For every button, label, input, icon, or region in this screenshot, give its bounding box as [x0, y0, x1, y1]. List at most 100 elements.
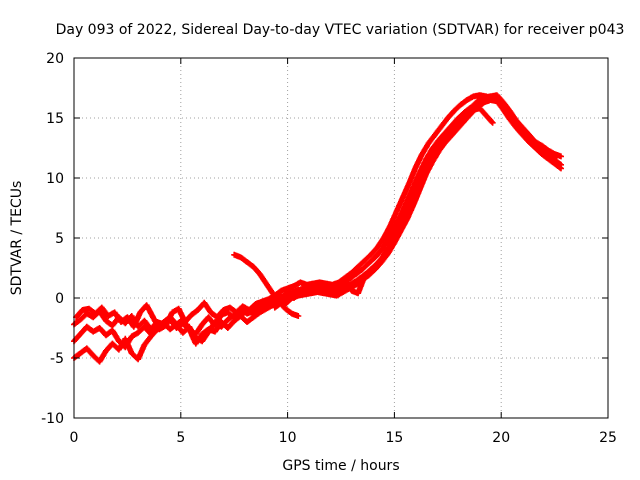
data-point	[367, 245, 380, 258]
data-series-a	[71, 92, 565, 337]
data-point	[476, 105, 489, 118]
data-point	[122, 335, 134, 355]
data-point	[361, 252, 373, 264]
data-point	[291, 290, 303, 301]
data-point	[367, 262, 380, 273]
data-point	[521, 129, 534, 142]
data-point	[141, 334, 153, 348]
data-point	[256, 271, 269, 286]
data-point	[361, 267, 373, 280]
data-point	[372, 248, 384, 261]
data-point	[342, 278, 354, 293]
x-tick-label: 5	[176, 430, 185, 446]
grid-lines	[74, 58, 608, 418]
data-point	[442, 132, 455, 145]
data-series-d	[73, 92, 560, 333]
data-point	[250, 305, 262, 317]
data-point	[271, 300, 284, 311]
data-point	[359, 261, 371, 273]
data-point	[365, 255, 378, 267]
data-point	[342, 270, 354, 281]
y-tick-label: 5	[55, 231, 64, 247]
data-point	[83, 345, 96, 358]
data-point	[412, 176, 425, 198]
data-point	[444, 108, 457, 121]
data-point	[558, 165, 565, 172]
data-point	[374, 236, 386, 251]
axis-ticks: 0 5 10 15 20 25 -10 -5 0 5 10 15 20	[41, 51, 617, 446]
data-point	[438, 116, 450, 130]
data-point	[519, 131, 532, 144]
data-point	[393, 214, 406, 234]
y-tick-label: -5	[50, 351, 64, 367]
data-point	[508, 115, 521, 128]
data-point	[250, 263, 262, 276]
x-tick-label: 20	[492, 430, 510, 446]
x-tick-label: 0	[70, 430, 79, 446]
data-point	[130, 310, 143, 330]
data-point	[419, 141, 431, 157]
data-point	[224, 318, 237, 331]
data-point	[295, 313, 302, 319]
data-point	[410, 170, 423, 190]
x-tick-label: 15	[385, 430, 403, 446]
data-point	[417, 157, 429, 175]
data-point	[355, 258, 367, 270]
data-series-b	[71, 93, 565, 351]
data-point	[432, 124, 444, 138]
data-series-e	[231, 251, 302, 319]
data-point	[419, 159, 431, 181]
data-point	[393, 195, 406, 215]
data-point	[246, 302, 258, 313]
data-point	[355, 274, 367, 297]
data-point	[483, 112, 495, 125]
data-point	[429, 137, 442, 151]
y-tick-label: 10	[46, 171, 64, 187]
data-point	[455, 118, 467, 131]
plot-series	[71, 92, 565, 365]
data-point	[214, 308, 226, 321]
data-point	[399, 181, 412, 201]
data-point	[436, 140, 448, 154]
data-point	[457, 112, 469, 124]
data-point	[282, 305, 294, 316]
chart-title: Day 093 of 2022, Sidereal Day-to-day VTE…	[56, 22, 625, 38]
y-tick-label: -10	[41, 411, 64, 427]
data-point	[263, 280, 275, 295]
data-point	[147, 327, 160, 340]
data-point	[404, 202, 416, 222]
data-point	[374, 255, 386, 268]
data-point	[182, 312, 194, 325]
data-point	[175, 305, 188, 324]
data-point	[489, 119, 496, 126]
x-tick-label: 25	[599, 430, 617, 446]
data-point	[387, 229, 399, 249]
data-point	[73, 308, 85, 321]
y-tick-label: 15	[46, 111, 64, 127]
data-point	[425, 133, 438, 147]
x-tick-label: 10	[279, 430, 297, 446]
data-point	[553, 153, 560, 160]
data-point	[451, 118, 463, 131]
data-point	[496, 98, 508, 111]
data-point	[162, 310, 175, 329]
data-point	[348, 264, 360, 276]
y-axis-label: SDTVAR / TECUs	[9, 181, 25, 296]
data-point	[135, 343, 147, 363]
data-point	[449, 125, 461, 138]
data-point	[451, 102, 463, 114]
data-series-f	[271, 105, 496, 311]
data-point	[387, 210, 399, 229]
data-point	[532, 145, 544, 156]
data-point	[515, 122, 527, 135]
data-point	[406, 165, 419, 186]
data-point	[269, 290, 282, 304]
x-axis-label: GPS time / hours	[282, 458, 399, 474]
data-point	[404, 184, 416, 204]
data-point	[250, 310, 262, 321]
data-point	[526, 139, 538, 150]
y-tick-label: 20	[46, 51, 64, 67]
data-point	[449, 116, 461, 129]
